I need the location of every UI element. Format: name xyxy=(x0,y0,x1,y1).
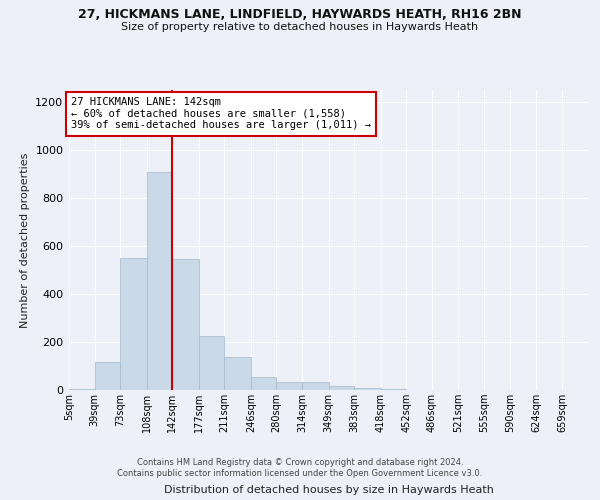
Text: 27, HICKMANS LANE, LINDFIELD, HAYWARDS HEATH, RH16 2BN: 27, HICKMANS LANE, LINDFIELD, HAYWARDS H… xyxy=(78,8,522,20)
Bar xyxy=(146,172,172,390)
Bar xyxy=(69,389,95,390)
Bar xyxy=(120,258,146,390)
Bar xyxy=(277,382,302,390)
Bar xyxy=(354,388,380,390)
Bar xyxy=(199,336,224,390)
Bar xyxy=(380,389,406,390)
Bar xyxy=(172,259,199,390)
Bar xyxy=(224,357,251,390)
Bar xyxy=(95,362,120,390)
Y-axis label: Number of detached properties: Number of detached properties xyxy=(20,152,30,328)
Text: 27 HICKMANS LANE: 142sqm
← 60% of detached houses are smaller (1,558)
39% of sem: 27 HICKMANS LANE: 142sqm ← 60% of detach… xyxy=(71,97,371,130)
Bar xyxy=(302,382,329,390)
Text: Size of property relative to detached houses in Haywards Heath: Size of property relative to detached ho… xyxy=(121,22,479,32)
Bar xyxy=(251,377,277,390)
Text: Contains HM Land Registry data © Crown copyright and database right 2024.
Contai: Contains HM Land Registry data © Crown c… xyxy=(118,458,482,477)
Text: Distribution of detached houses by size in Haywards Heath: Distribution of detached houses by size … xyxy=(164,485,494,495)
Bar xyxy=(329,386,354,390)
